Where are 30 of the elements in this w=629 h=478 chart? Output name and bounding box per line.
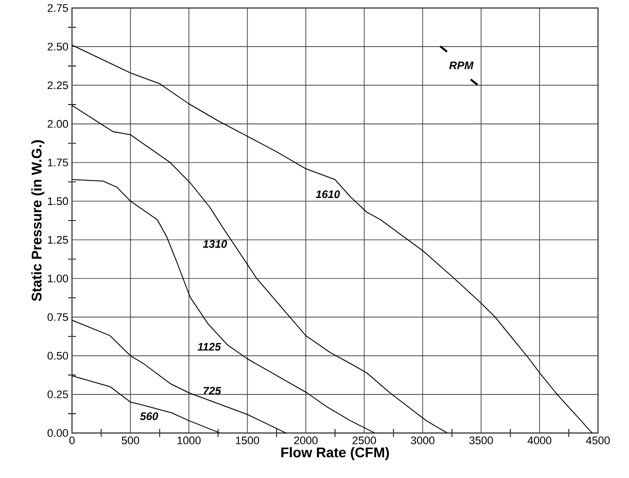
y-tick-label: 2.00 — [48, 120, 68, 128]
y-tick-label: 0.00 — [48, 429, 68, 437]
x-tick-label: 1500 — [236, 436, 260, 444]
x-tick-label: 2500 — [352, 436, 376, 444]
y-axis-title: Static Pressure (in W.G.) — [31, 140, 44, 302]
x-tick-label: 4500 — [586, 436, 610, 444]
y-tick-label: 1.50 — [48, 197, 68, 206]
y-tick-label: 2.75 — [48, 4, 68, 12]
y-tick-label: 2.25 — [48, 81, 68, 90]
y-tick-label: 0.50 — [48, 352, 68, 360]
y-tick-label: 1.00 — [48, 274, 68, 282]
x-tick-label: 0 — [69, 436, 75, 444]
y-tick-label: 1.25 — [48, 236, 68, 244]
series-label: 1610 — [316, 190, 340, 198]
series-label: 1125 — [198, 342, 222, 351]
series-label: 560 — [140, 412, 158, 420]
series-label: 1310 — [202, 240, 228, 248]
x-tick-label: 1000 — [178, 436, 201, 444]
y-tick-label: 0.25 — [48, 390, 68, 398]
x-tick-label: 4000 — [528, 436, 552, 444]
series-label: 725 — [204, 386, 222, 395]
annotation: RPM — [449, 62, 474, 70]
y-tick-label: 0.75 — [48, 313, 68, 321]
y-tick-label: 1.75 — [48, 158, 68, 166]
x-tick-label: 3500 — [469, 436, 493, 444]
x-tick-label: 3000 — [410, 436, 434, 444]
x-tick-label: 2000 — [294, 436, 318, 444]
x-tick-label: 500 — [122, 436, 140, 444]
y-tick-label: 2.50 — [48, 42, 68, 51]
x-axis-title: Flow Rate (CFM) — [281, 447, 389, 460]
